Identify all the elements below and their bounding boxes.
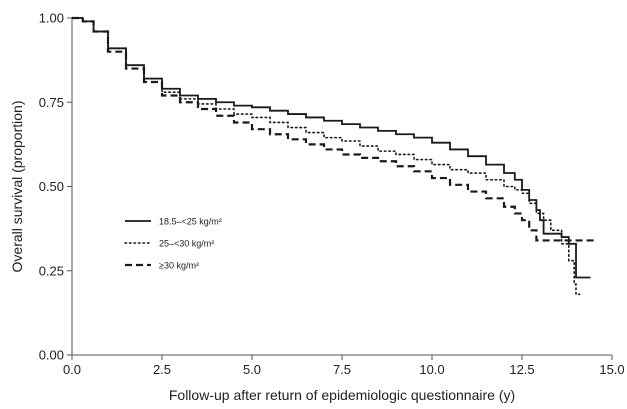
y-tick-label: 0.25 bbox=[39, 263, 64, 278]
legend-label: 18.5–<25 kg/m² bbox=[159, 217, 222, 227]
y-tick-label: 0.00 bbox=[39, 348, 64, 363]
legend: 18.5–<25 kg/m² 25–<30 kg/m² ≥30 kg/m² bbox=[124, 217, 222, 271]
x-ticks: 0.0 2.5 5.0 7.5 10.0 12.5 15.0 bbox=[63, 355, 625, 377]
x-axis-title: Follow-up after return of epidemiologic … bbox=[169, 387, 515, 403]
series-line-3 bbox=[72, 16, 594, 242]
y-tick-label: 1.00 bbox=[39, 11, 64, 26]
x-tick-label: 15.0 bbox=[599, 362, 624, 377]
y-axis-title: Overall survival (proportion) bbox=[9, 101, 25, 273]
series-layer bbox=[71, 16, 594, 296]
x-tick-label: 2.5 bbox=[153, 362, 171, 377]
series-line-2 bbox=[71, 17, 581, 296]
series-line-1 bbox=[72, 17, 591, 279]
y-tick-label: 0.50 bbox=[39, 179, 64, 194]
axes: 0.0 2.5 5.0 7.5 10.0 12.5 15.0 0.00 0.25 0.50 0.7… bbox=[39, 11, 625, 378]
legend-label: ≥30 kg/m² bbox=[159, 261, 199, 271]
y-ticks: 0.00 0.25 0.50 0.75 1.00 bbox=[39, 11, 72, 363]
legend-label: 25–<30 kg/m² bbox=[159, 239, 214, 249]
x-tick-label: 7.5 bbox=[333, 362, 351, 377]
x-tick-label: 10.0 bbox=[419, 362, 444, 377]
x-tick-label: 0.0 bbox=[63, 362, 81, 377]
y-tick-label: 0.75 bbox=[39, 95, 64, 110]
x-tick-label: 5.0 bbox=[243, 362, 261, 377]
x-tick-label: 12.5 bbox=[509, 362, 534, 377]
